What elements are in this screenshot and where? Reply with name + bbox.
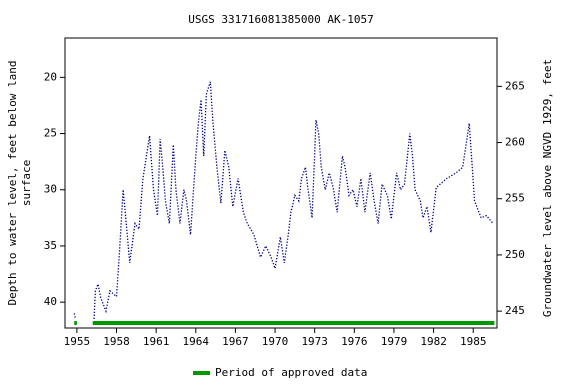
x-tick-label: 1964: [183, 335, 210, 348]
x-tick-label: 1961: [143, 335, 170, 348]
x-tick-label: 1967: [222, 335, 249, 348]
legend-label: Period of approved data: [215, 366, 367, 379]
plot-frame: [64, 37, 498, 329]
approved-period: [74, 321, 77, 325]
y-tick-label: 30: [44, 183, 57, 196]
chart-title: USGS 331716081385000 AK-1057: [188, 13, 373, 26]
y2-tick-label: 265: [505, 79, 525, 92]
data-line: [73, 81, 494, 320]
x-tick-label: 1976: [341, 335, 368, 348]
y-axis-title: Depth to water level, feet below land: [6, 60, 19, 305]
x-tick-label: 1973: [301, 335, 328, 348]
x-tick-label: 1982: [420, 335, 447, 348]
y2-tick-label: 250: [505, 248, 525, 261]
x-tick-label: 1970: [262, 335, 289, 348]
y2-tick-label: 245: [505, 304, 525, 317]
y2-tick-label: 255: [505, 192, 525, 205]
x-tick-label: 1958: [103, 335, 130, 348]
y-tick-label: 25: [44, 127, 57, 140]
x-tick-label: 1979: [381, 335, 408, 348]
approved-period: [92, 321, 495, 325]
y-tick-label: 35: [44, 239, 57, 252]
y-tick-label: 40: [44, 295, 57, 308]
y2-axis-title: Groundwater level above NGVD 1929, feet: [541, 59, 554, 317]
y-axis-title: surface: [20, 160, 33, 206]
x-tick-label: 1985: [460, 335, 487, 348]
x-tick-label: 1955: [64, 335, 91, 348]
y2-tick-label: 260: [505, 136, 525, 149]
y-tick-label: 20: [44, 70, 57, 83]
